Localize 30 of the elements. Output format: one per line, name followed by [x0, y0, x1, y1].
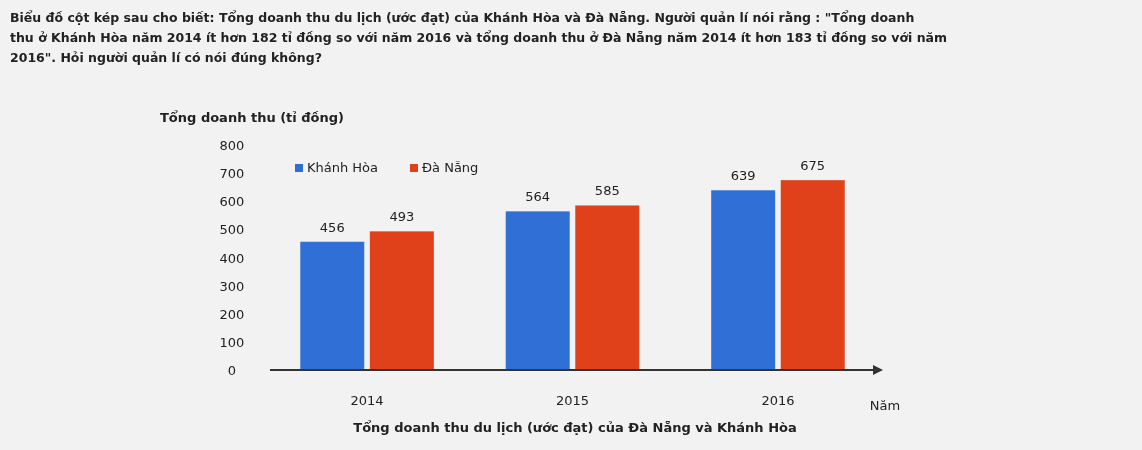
data-label: 585 — [594, 183, 620, 199]
y-tick-label: 800 — [219, 138, 245, 153]
bar — [300, 241, 365, 370]
y-tick-label: 600 — [219, 194, 245, 210]
text: Tổng doanh thu du lịch (ước đạt) của Đà Nẵng và Khánh Hòa — [353, 420, 797, 435]
data-label: 456 — [319, 219, 345, 235]
bar — [369, 231, 434, 370]
bar — [575, 205, 640, 370]
bar — [780, 180, 845, 370]
data-label: 675 — [800, 158, 826, 174]
y-tick-label: 200 — [219, 306, 245, 322]
y-tick-label: 100 — [219, 334, 245, 350]
chart-title: Biểu đồ cột kép sau cho biết: Tổng doanh thu du lịch (ước đạt) của Khánh Hòa và Đà Nẵng. Người quản lí nói rằng : "Tổng doanh thu ở Khánh Hòa năm 2014 ít hơn 182 tỉ đồng so với năm 2016 và tổng doanh thu ở Đà Nẵng năm 2014 ít hơn 183 tỉ đồng so với năm 2016". Hỏi người quản lí có nói đúng không? — [10, 10, 948, 65]
y-tick-label: 0 — [227, 363, 237, 378]
x-axis-title: Năm — [869, 398, 901, 413]
y-tick-label: 300 — [219, 278, 245, 294]
data-label: 564 — [525, 189, 551, 205]
y-axis-title: Tổng doanh thu (tỉ đồng) — [160, 110, 345, 125]
x-tick-label: 2016 — [761, 393, 795, 408]
y-tick-label: 500 — [219, 222, 245, 238]
x-tick-label: 2015 — [555, 393, 590, 408]
bar — [711, 190, 776, 370]
legend-label: Khánh Hòa — [307, 160, 379, 175]
legend-label: Đà Nẵng — [422, 160, 479, 175]
bar — [505, 211, 570, 370]
data-label: 639 — [730, 168, 756, 184]
data-label: 493 — [389, 209, 415, 225]
x-tick-label: 2014 — [350, 393, 384, 408]
y-tick-label: 400 — [219, 250, 245, 266]
y-tick-label: 700 — [219, 166, 245, 182]
